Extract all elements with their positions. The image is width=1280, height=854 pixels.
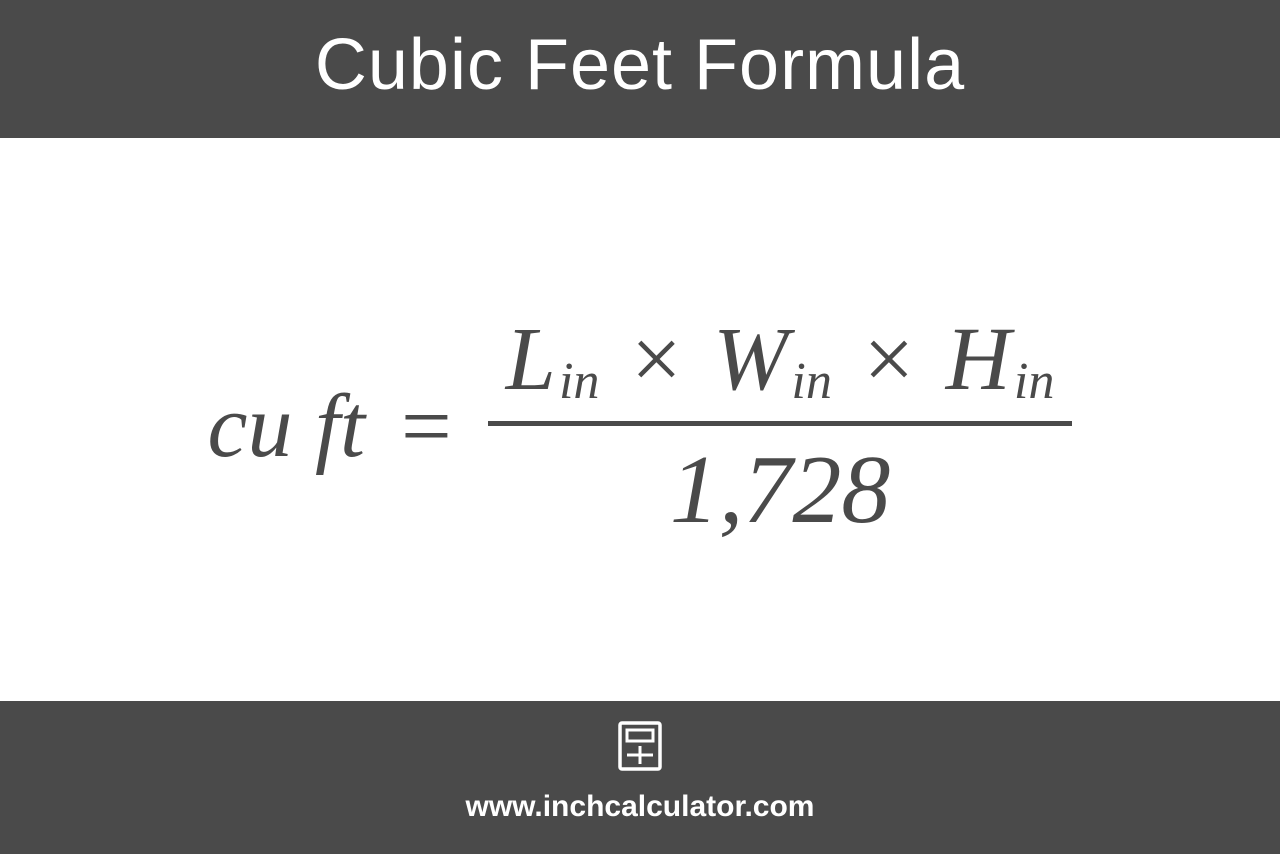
times-1: × <box>631 308 682 411</box>
footer-band: www.inchcalculator.com <box>0 701 1280 854</box>
var-W-base: W <box>713 308 788 411</box>
footer-url: www.inchcalculator.com <box>466 790 815 824</box>
numerator: L in × W in × H in <box>488 308 1073 421</box>
var-L-base: L <box>506 308 556 411</box>
title-band: Cubic Feet Formula <box>0 0 1280 138</box>
times-2: × <box>864 308 915 411</box>
var-length: L in <box>506 308 600 411</box>
formula-area: cu ft = L in × W in × H in 1,728 <box>0 152 1280 701</box>
formula-lhs: cu ft <box>208 375 365 478</box>
var-H-base: H <box>946 308 1011 411</box>
var-height: H in <box>946 308 1055 411</box>
var-width: W in <box>713 308 832 411</box>
calculator-icon <box>618 721 662 776</box>
page-title: Cubic Feet Formula <box>315 25 965 105</box>
header-gap <box>0 138 1280 152</box>
denominator: 1,728 <box>670 426 891 546</box>
var-H-sub: in <box>1014 351 1055 411</box>
equals-sign: = <box>401 375 452 478</box>
fraction: L in × W in × H in 1,728 <box>488 308 1073 546</box>
var-W-sub: in <box>791 351 832 411</box>
var-L-sub: in <box>559 351 600 411</box>
formula: cu ft = L in × W in × H in 1,728 <box>208 308 1073 546</box>
